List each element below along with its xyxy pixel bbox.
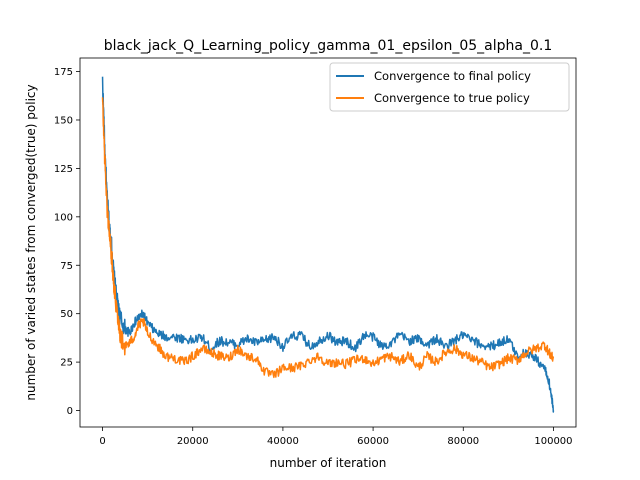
- legend-label-true-policy: Convergence to true policy: [374, 91, 530, 105]
- y-tick-label: 75: [60, 261, 73, 272]
- x-tick-label: 100000: [534, 436, 572, 447]
- y-tick-label: 0: [67, 406, 73, 417]
- x-tick-label: 0: [99, 436, 105, 447]
- y-tick-label: 25: [60, 358, 73, 369]
- x-tick-label: 60000: [357, 436, 389, 447]
- series-layer: [101, 76, 555, 413]
- legend: Convergence to final policy Convergence …: [329, 62, 570, 112]
- legend-box: [329, 62, 570, 112]
- y-tick-label: 175: [54, 67, 73, 78]
- x-tick-label: 40000: [267, 436, 299, 447]
- plot-frame: [79, 57, 577, 428]
- x-tick-label: 80000: [447, 436, 479, 447]
- x-axis-label: number of iteration: [270, 456, 387, 470]
- chart-title: black_jack_Q_Learning_policy_gamma_01_ep…: [104, 38, 552, 54]
- legend-label-final-policy: Convergence to final policy: [374, 69, 531, 83]
- x-tick-label: 20000: [177, 436, 209, 447]
- y-tick-label: 50: [60, 309, 73, 320]
- y-tick-label: 150: [54, 115, 73, 126]
- y-axis-label: number of varied states from converged(t…: [24, 84, 38, 400]
- y-axis-ticks: 0 25 50 75 100 125 150 175: [54, 67, 80, 417]
- y-tick-label: 125: [54, 164, 73, 175]
- series-line-1: [101, 97, 555, 379]
- y-tick-label: 100: [54, 212, 73, 223]
- series-line-0: [101, 76, 555, 413]
- x-axis-ticks: 0 20000 40000 60000 80000 100000: [99, 427, 573, 447]
